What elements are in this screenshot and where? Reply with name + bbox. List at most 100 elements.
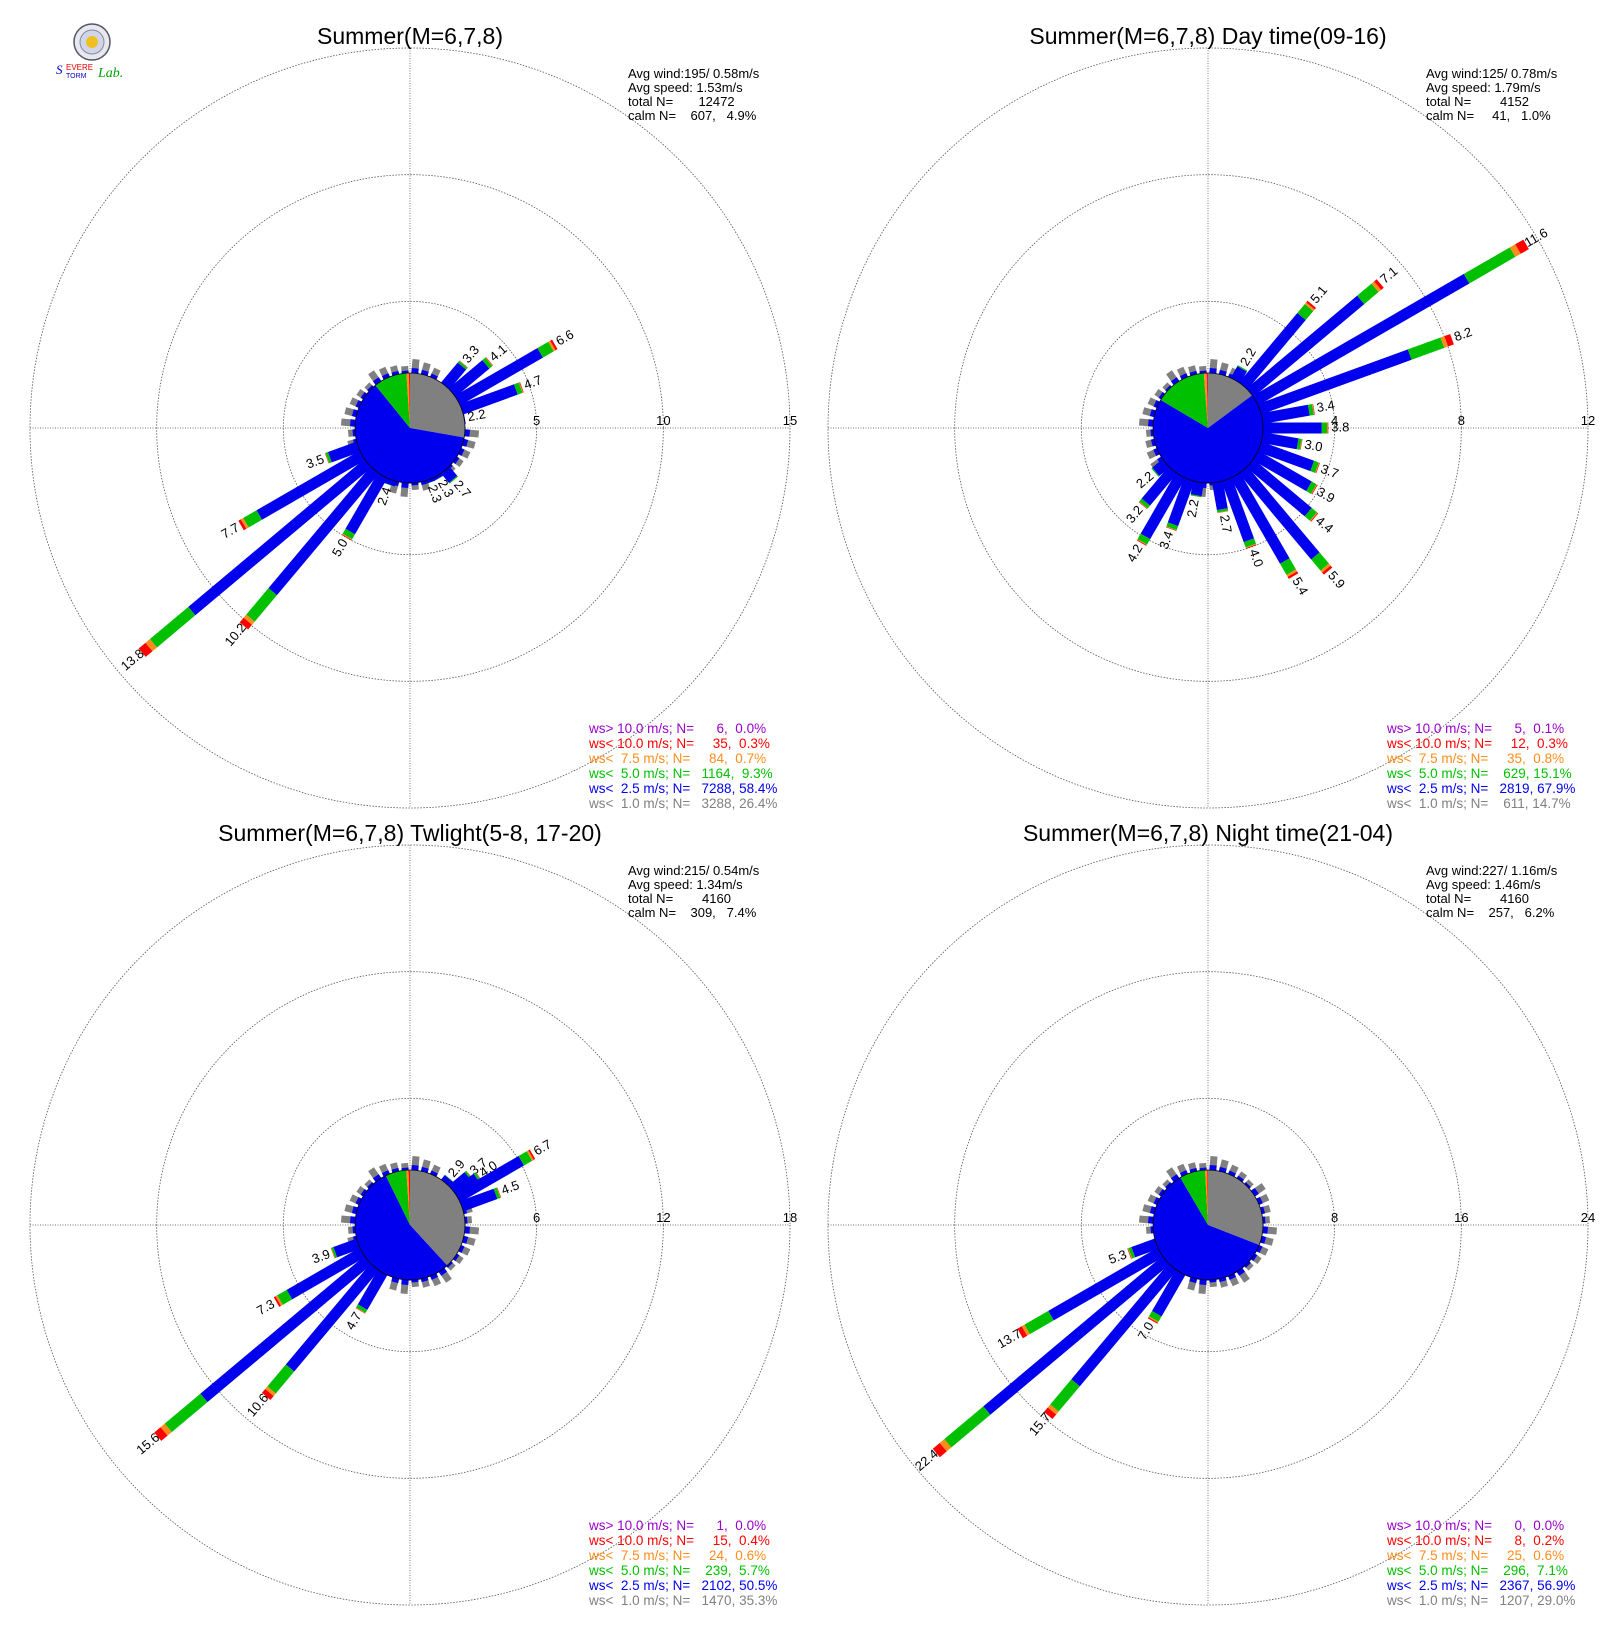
petal-segment-orange [459,360,468,368]
petal-segment-red [1166,526,1177,532]
ring-tick-label: 10 [656,413,670,428]
petal-segment-green [482,357,493,369]
petal-segment-blue [1257,349,1412,415]
petal-segment-orange [331,1247,336,1259]
petal-segment-red [1245,544,1257,549]
minor-sector-bar [438,1268,448,1276]
petal-value-label: 7.1 [1377,263,1400,286]
minor-sector-bar [1158,1188,1165,1197]
legend-entry-purple: ws> 10.0 m/s; N= 1, 0.0% [588,1518,766,1533]
range-ring [282,1097,538,1353]
petal-segment-red [273,1296,282,1307]
stat-line: calm N= 41, 1.0% [1426,108,1551,123]
petal-segment-blue [1230,366,1247,384]
petal-segment-green [1311,552,1329,571]
petal-segment-blue [1239,312,1306,390]
petal-segment-green [356,1304,368,1313]
petal-segment-green [424,480,436,485]
legend-entry-green: ws< 5.0 m/s; N= 1164, 9.3% [588,766,773,781]
petal-segment-blue [1252,450,1312,492]
legend-entry-gray: ws< 1.0 m/s; N= 1207, 29.0% [1386,1593,1575,1608]
petal-segment-orange [1137,539,1148,546]
petal-segment-blue [1141,466,1177,506]
petal-value-label: 2.2 [466,406,486,424]
minor-sector-bar [1165,1182,1172,1189]
petal-segment-green [1280,558,1296,575]
petal-segment-orange [1299,438,1303,450]
minor-sector-bar [350,419,356,427]
ring-tick-label: 18 [783,1210,797,1225]
ring-tick-label: 6 [533,1210,540,1225]
svg-text:S: S [56,62,63,77]
minor-sector-bar [1165,385,1172,392]
petal-value-label: 4.7 [342,1309,364,1332]
petal-segment-blue [432,472,444,481]
minor-sector-bar [1153,400,1160,408]
petal-segment-green [164,1393,208,1433]
petal-segment-orange [1286,569,1298,577]
legend-entry-purple: ws> 10.0 m/s; N= 5, 0.1% [1386,721,1564,736]
petal-segment-red [485,357,494,366]
petal-segment-red [1327,422,1329,434]
petal-segment-green [246,588,277,622]
minor-sector-bar [1162,1179,1172,1189]
petal-segment-green [944,1406,991,1448]
petal-segment-blue [1131,1238,1159,1258]
minor-sector-bar [1244,1261,1254,1271]
stat-line: calm N= 607, 4.9% [628,108,757,123]
petal-value-label: 7.3 [254,1296,277,1318]
minor-sector-bar [430,1170,438,1177]
petal-value-label: 3.5 [304,451,326,471]
petal-segment-red [550,339,558,351]
minor-sector-bar [364,1179,374,1189]
pie-slice-gray [410,373,465,438]
ring-tick-label: 8 [1458,413,1465,428]
petal-segment-green [1128,1247,1136,1259]
petal-segment-blue [448,360,490,397]
minor-sector-bar [1260,1206,1266,1215]
petal-value-label: 3.3 [459,342,482,365]
petal-segment-green [1237,365,1248,372]
petal-segment-orange [275,1295,283,1306]
petal-segment-blue [327,441,361,463]
minor-sector-bar [1244,1182,1251,1189]
ring-tick-label: 12 [1581,413,1595,428]
petal-segment-orange [1148,1316,1159,1323]
minor-sector-bar [1262,1226,1268,1234]
petal-segment-orange [1021,1324,1030,1336]
minor-sector-bar [411,1165,419,1171]
petal-segment-orange [1309,512,1318,522]
minor-sector-bar [430,1273,439,1280]
minor-sector-bar [350,1216,356,1224]
petal-segment-green [1243,538,1257,548]
petal-segment-red [355,1307,366,1314]
petal-segment-green [457,360,468,370]
petal-segment-green [1190,494,1202,498]
petal-value-label: 8.2 [1452,324,1474,344]
legend-entry-orange: ws< 7.5 m/s; N= 35, 0.8% [1386,751,1564,766]
ring-tick-label: 24 [1581,1210,1595,1225]
minor-sector-bar [381,1170,390,1177]
petal-segment-blue [1246,459,1312,517]
minor-sector-bar [381,373,390,380]
legend-entry-red: ws< 10.0 m/s; N= 35, 0.3% [588,736,770,751]
petal-segment-blue [454,348,543,406]
petal-segment-blue [983,1256,1170,1415]
range-ring [29,47,791,809]
ring-tick-label: 12 [656,1210,670,1225]
petal-segment-orange [1312,403,1315,415]
pie-slice-blue [354,1175,448,1281]
petal-segment-blue [1152,459,1170,477]
petal-segment-red [1515,239,1529,254]
petal-segment-green [1151,467,1160,477]
petal-value-label: 7.7 [219,520,242,542]
petal-segment-blue [188,459,372,616]
stat-line: Avg speed: 1.46m/s [1426,877,1541,892]
minor-sector-bar [1189,370,1198,376]
minor-sector-bar [1153,1197,1160,1205]
minor-sector-bar [391,370,400,376]
petal-segment-orange [526,1150,534,1161]
petal-segment-red [519,382,524,393]
minor-sector-bar [1244,1179,1254,1189]
petal-segment-orange [1245,543,1257,549]
